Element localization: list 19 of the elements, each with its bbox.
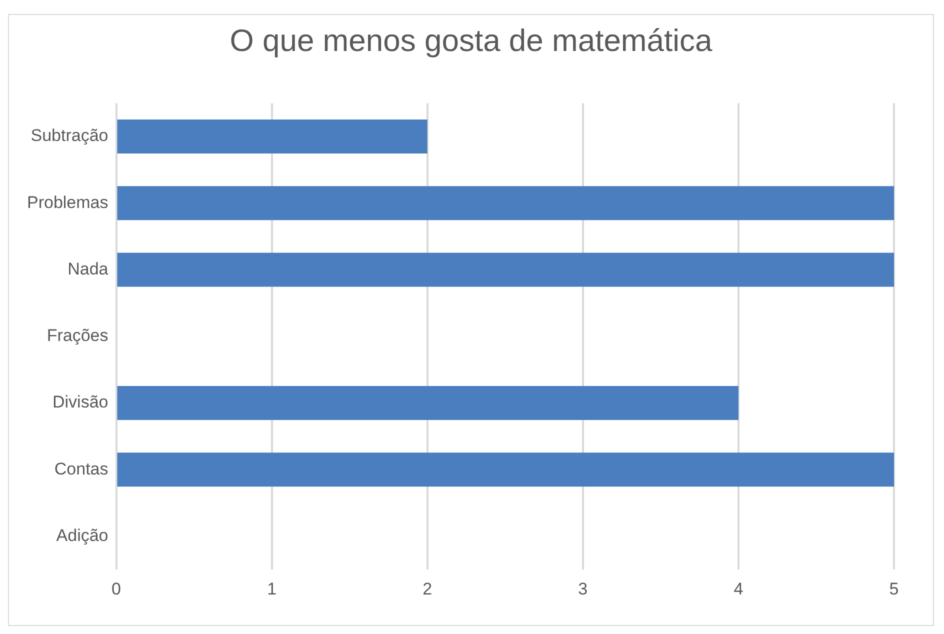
x-tick-label: 0 [112, 579, 121, 598]
y-tick-label: Subtração [30, 126, 108, 146]
x-tick-label: 3 [578, 579, 588, 598]
y-tick-label: Divisão [52, 392, 108, 412]
y-tick-label: Contas [54, 459, 108, 478]
bar [117, 386, 738, 420]
bar [117, 452, 894, 487]
bar [117, 120, 428, 154]
y-tick-label: Problemas [26, 192, 108, 212]
y-tick-label: Adição [56, 526, 108, 545]
y-tick-label: Frações [46, 326, 108, 346]
chart-title: O que menos gosta de matemática [228, 23, 714, 59]
bar [117, 186, 894, 220]
x-tick-label: 4 [734, 579, 744, 598]
bar [117, 252, 894, 287]
x-tick-label: 1 [267, 579, 277, 598]
x-tick-label: 5 [889, 579, 899, 598]
y-tick-label: Nada [68, 259, 109, 278]
x-tick-label: 2 [422, 579, 432, 598]
